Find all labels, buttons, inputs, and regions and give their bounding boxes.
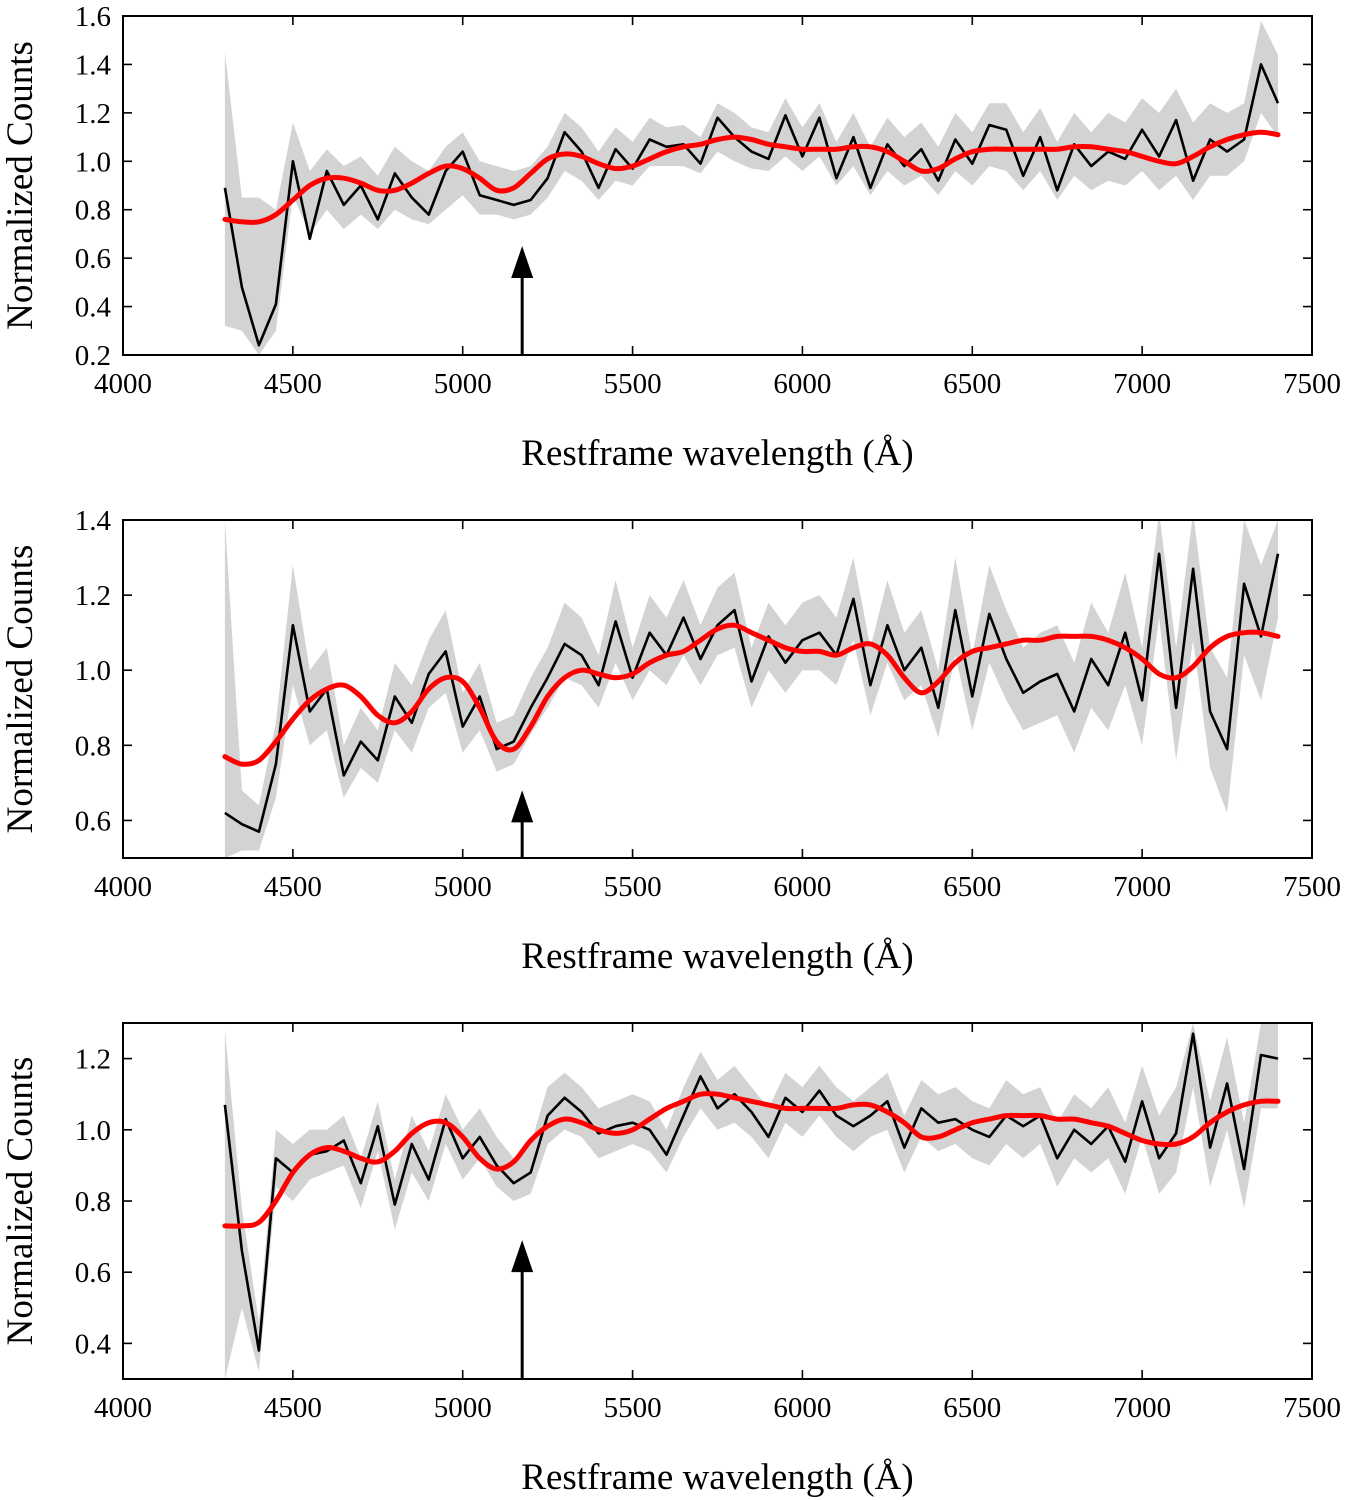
x-tick-label: 4000: [94, 1392, 152, 1424]
y-tick-label: 1.2: [75, 1044, 111, 1076]
axes-frame: [122, 519, 1313, 859]
x-tick-label: 7500: [1283, 1392, 1341, 1424]
x-tick-label: 7000: [1113, 368, 1171, 400]
plot-area: [222, 520, 1281, 858]
x-tick-label: 7000: [1113, 1392, 1171, 1424]
x-tick-label: 4500: [264, 1392, 322, 1424]
y-tick-label: 0.4: [75, 1328, 112, 1360]
observed-spectrum-line: [223, 63, 1280, 347]
x-tick-label: 5000: [434, 871, 492, 903]
axes-frame: [122, 15, 1313, 356]
x-tick-label: 5500: [604, 1392, 662, 1424]
y-tick-label: 0.6: [75, 805, 111, 837]
x-tick-label: 5500: [604, 871, 662, 903]
spectrum-panel-2: 4000 4500 5000 5500 6000 6500 7000 7500 0.6 0.8 1.…: [0, 505, 1341, 977]
y-tick-label: 0.8: [75, 1186, 111, 1218]
model-fit-line: [222, 1091, 1281, 1229]
observed-spectrum-line: [224, 552, 1280, 834]
y-tick-label: 1.0: [75, 146, 111, 178]
feature-arrow: [511, 790, 534, 858]
uncertainty-band: [224, 20, 1278, 355]
x-tick-label: 4000: [94, 368, 152, 400]
spectrum-panel-1: 4000 4500 5000 5500 6000 6500 7000 7500 0.2 0.4 0.…: [0, 1, 1341, 474]
y-axis-label: Normalized Counts: [0, 1057, 41, 1346]
x-axis-label: Restframe wavelength (Å): [521, 433, 913, 474]
x-axis-label: Restframe wavelength (Å): [521, 1457, 913, 1498]
uncertainty-band: [224, 1023, 1278, 1379]
x-tick-label: 4500: [264, 871, 322, 903]
spectrum-panel-3: 4000 4500 5000 5500 6000 6500 7000 7500 0.4 0.6 0.…: [0, 1022, 1341, 1498]
x-tick-label: 5000: [434, 368, 492, 400]
x-tick-label: 6500: [943, 1392, 1001, 1424]
x-tick-label: 4000: [94, 871, 152, 903]
x-tick-label: 4500: [264, 368, 322, 400]
x-tick-label: 6000: [773, 871, 831, 903]
y-tick-label: 1.0: [75, 1115, 111, 1147]
y-tick-label: 0.2: [75, 340, 111, 372]
x-tick-label: 5000: [434, 1392, 492, 1424]
y-tick-label: 0.6: [75, 243, 111, 275]
y-tick-label: 1.2: [75, 98, 111, 130]
y-axis-label: Normalized Counts: [0, 41, 41, 330]
x-tick-label: 6000: [773, 1392, 831, 1424]
y-tick-label: 1.4: [75, 505, 112, 537]
y-tick-label: 0.8: [75, 730, 111, 762]
y-tick-label: 0.6: [75, 1257, 111, 1289]
y-axis-label: Normalized Counts: [0, 545, 41, 834]
x-tick-label: 5500: [604, 368, 662, 400]
x-tick-label: 6500: [943, 368, 1001, 400]
plot-area: [222, 20, 1281, 355]
y-tick-label: 1.4: [75, 49, 112, 81]
y-tick-label: 1.2: [75, 580, 111, 612]
feature-arrow: [511, 1240, 534, 1379]
x-tick-label: 7500: [1283, 871, 1341, 903]
observed-spectrum-line: [223, 1032, 1279, 1352]
plot-area: [222, 1023, 1281, 1379]
x-axis-label: Restframe wavelength (Å): [521, 936, 913, 977]
y-tick-label: 0.8: [75, 195, 111, 227]
axes-frame: [122, 1022, 1313, 1380]
feature-arrow: [511, 246, 534, 355]
model-fit-line: [222, 622, 1281, 767]
y-tick-label: 0.4: [75, 292, 112, 324]
y-tick-label: 1.6: [75, 1, 111, 33]
y-tick-label: 1.0: [75, 655, 111, 687]
model-fit-line: [222, 129, 1281, 225]
x-tick-label: 6000: [773, 368, 831, 400]
x-tick-label: 6500: [943, 871, 1001, 903]
x-tick-label: 7000: [1113, 871, 1171, 903]
x-tick-label: 7500: [1283, 368, 1341, 400]
uncertainty-band: [224, 520, 1278, 858]
